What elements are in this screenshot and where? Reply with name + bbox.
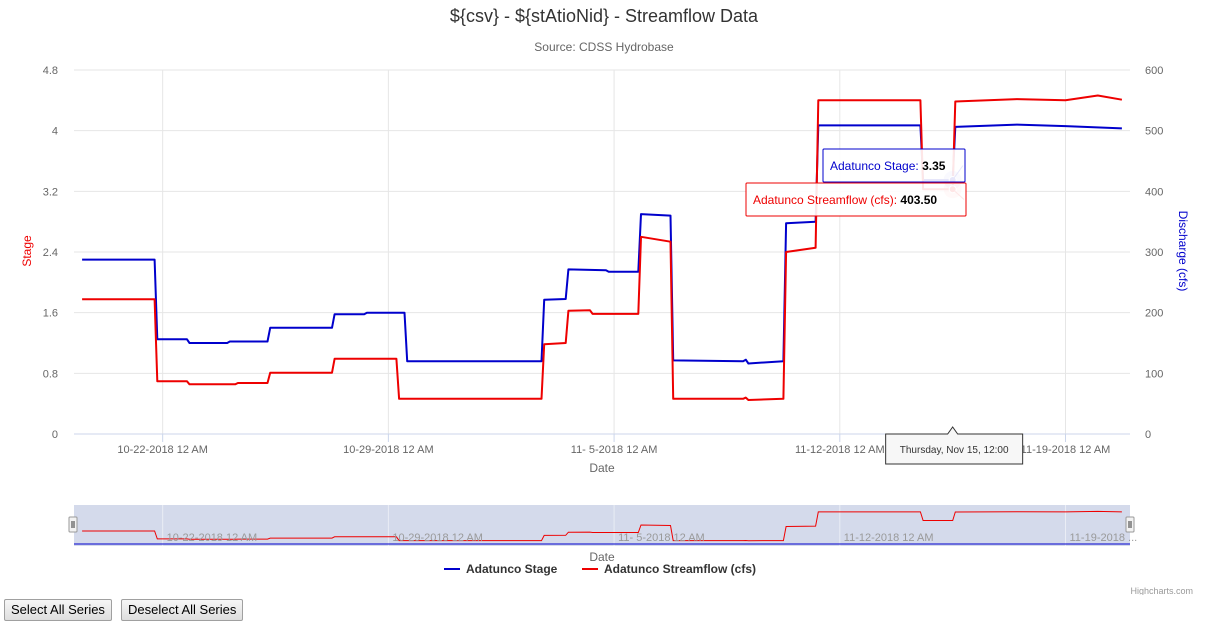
right-axis-tick-label: 200 (1145, 308, 1163, 320)
right-axis-tick-label: 600 (1145, 65, 1163, 77)
right-axis-title: Discharge (cfs) (1176, 211, 1190, 292)
left-axis-tick-label: 0 (52, 429, 58, 441)
right-axis-tick-label: 400 (1145, 186, 1163, 198)
navigator-tick-label: 11-19-2018 ... (1070, 532, 1138, 544)
x-axis-tick-label: 11- 5-2018 12 AM (571, 444, 658, 456)
highcharts-credits[interactable]: Highcharts.com (1130, 586, 1193, 595)
left-axis-labels: 0 0.8 1.6 2.4 3.2 4 4.8 (43, 65, 58, 441)
right-axis-tick-label: 100 (1145, 368, 1163, 380)
legend: Adatunco Stage Adatunco Streamflow (cfs) (444, 562, 756, 576)
left-axis-tick-label: 2.4 (43, 247, 58, 259)
stage-series-line[interactable] (82, 123, 1122, 365)
right-axis-labels: 0 100 200 300 400 500 600 (1145, 65, 1163, 441)
tooltip-date-text: Thursday, Nov 15, 12:00 (900, 445, 1009, 456)
tooltip-text: Adatunco Streamflow (cfs): 403.50 (753, 193, 937, 207)
left-axis-tick-label: 4 (52, 126, 58, 138)
tooltip-text: Adatunco Stage: 3.35 (830, 159, 946, 173)
left-axis-title: Stage (20, 235, 34, 267)
vertical-grid (162, 70, 1067, 434)
navigator-tick-label: 10-22-2018 12 AM (167, 532, 258, 544)
tooltip-box: Adatunco Streamflow (cfs): 403.50 (745, 182, 967, 217)
x-axis-tick-label: 11-12-2018 12 AM (795, 444, 885, 456)
navigator-streamflow-line (82, 510, 1122, 542)
hover-layer: Adatunco Stage: 3.35 Adatunco Streamflow … (745, 148, 1024, 465)
right-axis-tick-label: 300 (1145, 247, 1163, 259)
navigator-axis-title: Date (589, 550, 615, 564)
legend-label[interactable]: Adatunco Stage (466, 562, 558, 576)
select-all-series-button[interactable]: Select All Series (4, 599, 112, 621)
tooltip-box: Adatunco Stage: 3.35 (822, 148, 966, 183)
legend-item[interactable]: Adatunco Stage (444, 562, 558, 576)
navigator-left-handle[interactable] (68, 516, 78, 533)
right-axis-tick-label: 500 (1145, 126, 1163, 138)
legend-label[interactable]: Adatunco Streamflow (cfs) (604, 562, 756, 576)
left-axis-tick-label: 1.6 (43, 308, 58, 320)
series-layer (82, 94, 1123, 401)
deselect-all-series-button[interactable]: Deselect All Series (121, 599, 244, 621)
tooltip-date-flag: Thursday, Nov 15, 12:00 (885, 426, 1024, 465)
x-axis-tick-label: 10-29-2018 12 AM (343, 444, 434, 456)
streamflow-series-line[interactable] (82, 94, 1123, 401)
horizontal-grid (74, 69, 1130, 374)
legend-item[interactable]: Adatunco Streamflow (cfs) (582, 562, 756, 576)
streamflow-chart: ${csv} - ${stAtioNid} - Streamflow Data … (20, 6, 1193, 595)
left-axis-tick-label: 0.8 (43, 368, 58, 380)
chart-title: ${csv} - ${stAtioNid} - Streamflow Data (450, 6, 759, 26)
navigator[interactable]: 10-22-2018 12 AM 10-29-2018 12 AM 11- 5-20… (68, 504, 1138, 564)
right-axis-tick-label: 0 (1145, 429, 1151, 441)
left-axis-tick-label: 3.2 (43, 186, 58, 198)
navigator-right-handle[interactable] (1125, 516, 1135, 533)
navigator-tick-label: 11- 5-2018 12 AM (618, 532, 705, 544)
x-axis-tick-label: 10-22-2018 12 AM (117, 444, 208, 456)
x-axis-title: Date (589, 461, 615, 475)
chart-subtitle: Source: CDSS Hydrobase (534, 40, 674, 54)
left-axis-tick-label: 4.8 (43, 65, 58, 77)
navigator-tick-label: 11-12-2018 12 AM (844, 532, 934, 544)
navigator-tick-label: 10-29-2018 12 AM (392, 532, 483, 544)
navigator-axis-labels: 10-22-2018 12 AM 10-29-2018 12 AM 11- 5-20… (167, 532, 1138, 544)
x-axis-tick-label: 11-19-2018 12 AM (1021, 444, 1111, 456)
x-axis-ticks: 10-22-2018 12 AM 10-29-2018 12 AM 11- 5-20… (117, 434, 1110, 456)
